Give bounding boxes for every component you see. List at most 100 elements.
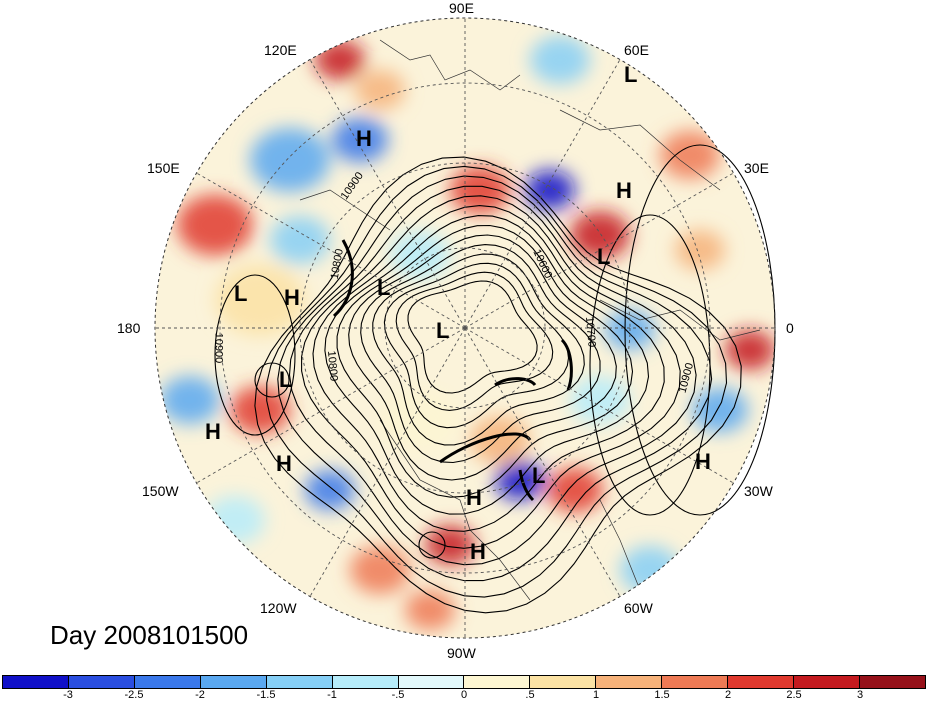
anomaly-blob [530, 36, 590, 84]
latitude-circle [219, 82, 711, 574]
anomaly-blob [250, 128, 330, 192]
anomaly-blob [177, 194, 253, 256]
lon-label-120e: 120E [264, 42, 297, 58]
low-pressure-marker: L [436, 318, 450, 343]
meridian-line [196, 172, 466, 329]
contour-label: 10700 [582, 316, 598, 348]
jet-streak [560, 338, 573, 391]
high-pressure-marker: H [356, 126, 372, 151]
height-contour [395, 271, 554, 411]
anomaly-blob [355, 70, 405, 110]
colorbar-tick-label: -1 [327, 689, 337, 701]
height-contour [312, 205, 665, 532]
coastline [559, 109, 721, 191]
high-pressure-marker: H [284, 285, 300, 310]
high-pressure-marker: H [276, 451, 292, 476]
anomaly-blob [230, 386, 290, 434]
lon-label-30e: 30E [744, 160, 769, 176]
anomaly-blob [350, 546, 410, 594]
coastline [379, 39, 521, 91]
colorbar-swatch [332, 676, 399, 688]
colorbar-tick-label: -1.5 [256, 689, 276, 701]
lon-label-90e: 90E [449, 0, 474, 16]
colorbar-tick-label: -.5 [391, 689, 405, 701]
anomaly-blob [620, 546, 680, 594]
jet-streak [494, 377, 537, 387]
colorbar-swatch [464, 676, 531, 688]
coastline [299, 189, 391, 231]
height-contour [589, 214, 711, 516]
low-pressure-marker: L [234, 281, 248, 306]
contour-label: 10800 [324, 350, 340, 382]
colorbar-swatch [68, 676, 135, 688]
latitude-circle [384, 247, 546, 409]
low-pressure-marker: L [624, 62, 638, 87]
coastlines [299, 39, 761, 621]
colorbar-tick-label: 1.5 [654, 689, 670, 701]
colorbar-tick-label: 1 [592, 689, 600, 701]
high-pressure-marker: H [616, 178, 632, 203]
colorbar-swatch [794, 676, 860, 688]
colorbar-tick-label: 2 [724, 689, 732, 701]
height-contour [418, 531, 446, 559]
anomaly-blob [270, 216, 330, 264]
height-contour [372, 253, 585, 446]
low-pressure-marker: L [377, 275, 391, 300]
low-pressure-marker: L [279, 367, 293, 392]
anomaly-blob [160, 376, 220, 424]
anomaly-blob [332, 117, 388, 163]
colorbar-swatch [200, 676, 267, 688]
lon-label-150e: 150E [147, 160, 180, 176]
height-contour [324, 215, 650, 515]
anomaly-blob [570, 376, 630, 424]
jet-streak [332, 239, 354, 318]
colorbar-swatch [530, 676, 597, 688]
colorbar-tick-label: -2 [195, 689, 205, 701]
meridian-line [464, 59, 621, 329]
colorbar-tick-label: -2.5 [124, 689, 144, 701]
lon-label-150w: 150W [142, 483, 179, 499]
colorbar-swatch [728, 676, 795, 688]
meridian-line [464, 327, 621, 597]
anomaly-blob [405, 590, 455, 630]
lon-label-30w: 30W [744, 483, 773, 499]
colorbar-swatch [596, 676, 663, 688]
meridian-line [196, 327, 466, 484]
coastline [379, 419, 531, 601]
colorbar-tick-label: .5 [525, 689, 535, 701]
anomaly-blob [570, 211, 630, 259]
colorbar-swatch [3, 676, 69, 688]
lat-lon-grid [155, 18, 775, 638]
height-contour [336, 224, 634, 498]
meridian-line [464, 172, 734, 329]
anomaly-blob [390, 231, 450, 279]
meridian-line [309, 327, 466, 597]
height-contour [301, 195, 681, 549]
coastline [599, 299, 761, 341]
jet-streak [439, 432, 532, 464]
high-pressure-marker: H [466, 485, 482, 510]
height-contour [288, 185, 697, 566]
anomaly-blob [425, 525, 475, 565]
colorbar-swatch [134, 676, 201, 688]
low-pressure-marker: L [532, 463, 546, 488]
high-pressure-marker: H [205, 419, 221, 444]
high-pressure-marker: H [470, 539, 486, 564]
colorbar-swatch [859, 676, 925, 688]
lon-label-0: 0 [786, 320, 794, 336]
lon-label-120w: 120W [260, 600, 297, 616]
lon-label-60e: 60E [624, 42, 649, 58]
anomaly-blob [675, 230, 725, 270]
anomaly-blob [470, 416, 530, 464]
anomaly-blob [725, 330, 775, 370]
anomaly-blob [660, 131, 720, 179]
anomaly-blob [547, 467, 603, 513]
height-contour [383, 262, 570, 429]
lon-label-180: 180 [117, 320, 141, 336]
height-contour [214, 274, 296, 436]
jet-streak [518, 469, 535, 502]
colorbar [2, 675, 926, 689]
colorbar-tick-label: 2.5 [786, 689, 802, 701]
anomaly-blob [450, 166, 510, 214]
